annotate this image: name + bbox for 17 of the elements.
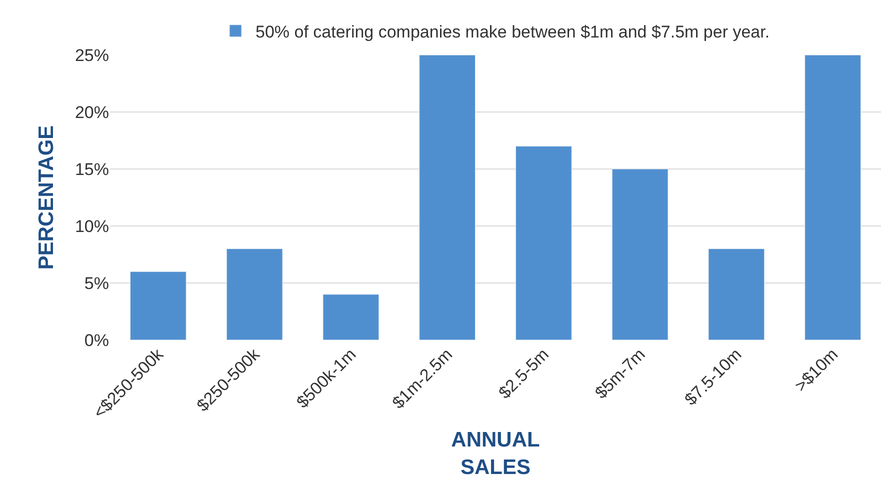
bar (708, 248, 765, 340)
bar (130, 271, 186, 340)
bar (515, 146, 572, 340)
legend-label: 50% of catering companies make between $1m and $7.5m per year. (256, 22, 770, 42)
bar (226, 248, 283, 340)
y-axis-title: PERCENTAGE (35, 125, 58, 270)
y-tick-label: 10% (74, 216, 109, 236)
y-tick-label: 25% (74, 46, 109, 65)
bar (322, 294, 380, 340)
y-tick-label: 5% (84, 274, 109, 293)
bar (419, 55, 476, 340)
bar (612, 168, 668, 340)
x-axis-title: ANNUAL SALES (451, 428, 540, 479)
y-tick-label: 20% (74, 102, 109, 122)
y-tick-label: 0% (84, 330, 109, 350)
bar (804, 55, 862, 340)
y-tick-label: 15% (74, 160, 109, 179)
